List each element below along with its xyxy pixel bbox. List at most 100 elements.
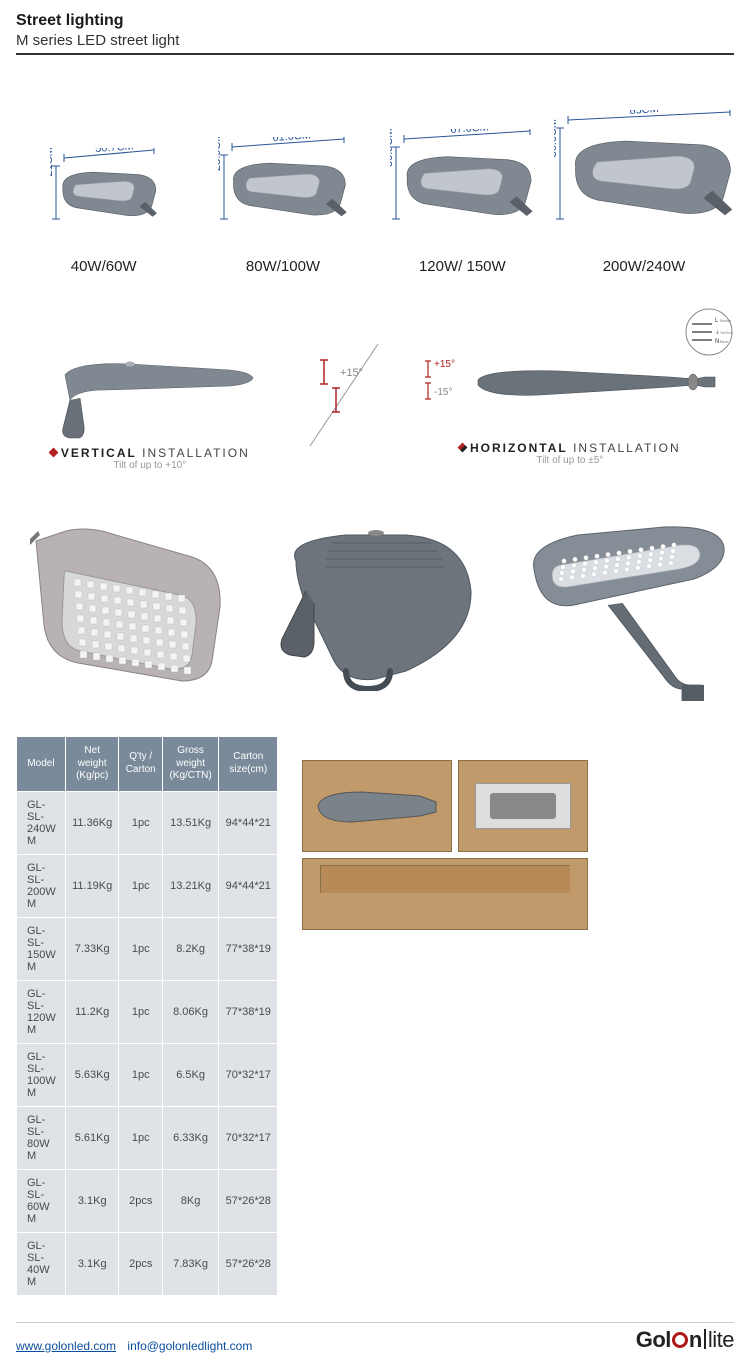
- view-back: [256, 521, 486, 696]
- table-cell: 3.1Kg: [65, 1169, 119, 1232]
- horizontal-label-rest: INSTALLATION: [573, 441, 681, 455]
- table-cell: 7.33Kg: [65, 917, 119, 980]
- table-cell: GL-SL-150W M: [17, 917, 66, 980]
- wattage-label: 200W/240W: [554, 258, 734, 275]
- dimensions-row: 50.7CM 21CM 40W/60W 61.6CM 25.9CM: [16, 110, 734, 275]
- table-cell: 1pc: [119, 854, 162, 917]
- table-cell: GL-SL-100W M: [17, 1043, 66, 1106]
- table-cell: 57*26*28: [219, 1169, 278, 1232]
- angle-divider: +15°: [290, 336, 400, 456]
- svg-text:30.3CM: 30.3CM: [390, 129, 395, 167]
- horizontal-install: LBrown ⏚Yel/Grn NBlue +15° -15° HORIZONT…: [406, 325, 734, 466]
- table-cell: 94*44*21: [219, 791, 278, 854]
- packaging-photos: [302, 736, 734, 930]
- table-cell: 1pc: [119, 980, 162, 1043]
- spec-col-header: Model: [17, 737, 66, 792]
- table-cell: 1pc: [119, 917, 162, 980]
- table-cell: 57*26*28: [219, 1232, 278, 1295]
- table-cell: 8.06Kg: [162, 980, 218, 1043]
- horizontal-sub: Tilt of up to ±5°: [406, 455, 734, 466]
- page-title: Street lighting: [16, 12, 734, 30]
- vertical-sub: Tilt of up to +10°: [16, 460, 284, 471]
- view-mounted: [504, 511, 734, 706]
- spec-col-header: Carton size(cm): [219, 737, 278, 792]
- header-rule: [16, 53, 734, 55]
- table-cell: 6.33Kg: [162, 1106, 218, 1169]
- table-cell: 5.61Kg: [65, 1106, 119, 1169]
- dimension-item: 61.6CM 25.9CM 80W/100W: [195, 137, 370, 275]
- table-cell: 8.2Kg: [162, 917, 218, 980]
- wire-diagram-icon: LBrown ⏚Yel/Grn NBlue: [684, 307, 734, 357]
- table-cell: GL-SL-200W M: [17, 854, 66, 917]
- vertical-install: VERTICAL INSTALLATION Tilt of up to +10°: [16, 320, 284, 471]
- table-cell: 13.51Kg: [162, 791, 218, 854]
- table-cell: GL-SL-80W M: [17, 1106, 66, 1169]
- vertical-install-figure: [35, 320, 265, 440]
- wattage-label: 120W/ 150W: [375, 258, 550, 275]
- table-cell: 70*32*17: [219, 1043, 278, 1106]
- svg-text:Blue: Blue: [720, 339, 729, 344]
- dimension-item: 67.6CM 30.3CM 120W/ 150W: [375, 129, 550, 275]
- svg-text:21CM: 21CM: [50, 148, 55, 177]
- footer-email: info@golonledlight.com: [127, 1339, 252, 1353]
- table-cell: 6.5Kg: [162, 1043, 218, 1106]
- spec-col-header: Gross weight (Kg/CTN): [162, 737, 218, 792]
- table-cell: 8Kg: [162, 1169, 218, 1232]
- pkg-photo-1: [302, 760, 452, 852]
- horizontal-install-figure: +15° -15°: [420, 325, 720, 435]
- dimension-figure: 85CM 36.6CM: [554, 110, 734, 235]
- table-cell: 77*38*19: [219, 917, 278, 980]
- table-cell: 11.19Kg: [65, 854, 119, 917]
- table-cell: 11.2Kg: [65, 980, 119, 1043]
- table-row: GL-SL-60W M3.1Kg2pcs8Kg57*26*28: [17, 1169, 278, 1232]
- svg-text:-15°: -15°: [434, 387, 452, 398]
- svg-text:Yel/Grn: Yel/Grn: [720, 331, 732, 335]
- table-cell: 1pc: [119, 791, 162, 854]
- table-cell: 5.63Kg: [65, 1043, 119, 1106]
- table-row: GL-SL-240W M11.36Kg1pc13.51Kg94*44*21: [17, 791, 278, 854]
- dimension-figure: 61.6CM 25.9CM: [218, 137, 348, 235]
- spec-col-header: Q'ty / Carton: [119, 737, 162, 792]
- table-row: GL-SL-80W M5.61Kg1pc6.33Kg70*32*17: [17, 1106, 278, 1169]
- bottom-row: ModelNet weight (Kg/pc)Q'ty / CartonGros…: [16, 736, 734, 1296]
- spec-col-header: Net weight (Kg/pc): [65, 737, 119, 792]
- table-cell: GL-SL-60W M: [17, 1169, 66, 1232]
- wattage-label: 40W/60W: [16, 258, 191, 275]
- table-cell: 70*32*17: [219, 1106, 278, 1169]
- svg-text:Brown: Brown: [720, 318, 731, 323]
- table-cell: 3.1Kg: [65, 1232, 119, 1295]
- table-cell: 1pc: [119, 1106, 162, 1169]
- installation-row: VERTICAL INSTALLATION Tilt of up to +10°…: [16, 320, 734, 471]
- table-cell: 7.83Kg: [162, 1232, 218, 1295]
- dimension-figure: 67.6CM 30.3CM: [390, 129, 534, 235]
- table-cell: 13.21Kg: [162, 854, 218, 917]
- table-row: GL-SL-120W M11.2Kg1pc8.06Kg77*38*19: [17, 980, 278, 1043]
- table-cell: 11.36Kg: [65, 791, 119, 854]
- table-row: GL-SL-100W M5.63Kg1pc6.5Kg70*32*17: [17, 1043, 278, 1106]
- svg-text:+15°: +15°: [434, 359, 455, 370]
- table-cell: 94*44*21: [219, 854, 278, 917]
- svg-text:25.9CM: 25.9CM: [218, 137, 223, 171]
- svg-text:36.6CM: 36.6CM: [554, 119, 559, 158]
- dimension-item: 85CM 36.6CM 200W/240W: [554, 110, 734, 275]
- dimension-item: 50.7CM 21CM 40W/60W: [16, 148, 191, 275]
- svg-text:N: N: [715, 339, 719, 345]
- horizontal-label-strong: HORIZONTAL: [470, 441, 568, 455]
- table-cell: 2pcs: [119, 1232, 162, 1295]
- footer-url[interactable]: www.golonled.com: [16, 1339, 116, 1353]
- page-subtitle: M series LED street light: [16, 32, 734, 49]
- table-cell: GL-SL-120W M: [17, 980, 66, 1043]
- pkg-photo-2: [458, 760, 588, 852]
- table-cell: GL-SL-40W M: [17, 1232, 66, 1295]
- brand-logo: Golnlite: [636, 1327, 734, 1353]
- table-cell: 1pc: [119, 1043, 162, 1106]
- vertical-label-rest: INSTALLATION: [142, 446, 250, 460]
- product-views: [16, 511, 734, 706]
- svg-text:+15°: +15°: [340, 367, 363, 379]
- vertical-label-strong: VERTICAL: [61, 446, 137, 460]
- table-row: GL-SL-200W M11.19Kg1pc13.21Kg94*44*21: [17, 854, 278, 917]
- table-cell: 77*38*19: [219, 980, 278, 1043]
- table-row: GL-SL-150W M7.33Kg1pc8.2Kg77*38*19: [17, 917, 278, 980]
- table-row: GL-SL-40W M3.1Kg2pcs7.83Kg57*26*28: [17, 1232, 278, 1295]
- dimension-figure: 50.7CM 21CM: [50, 148, 158, 235]
